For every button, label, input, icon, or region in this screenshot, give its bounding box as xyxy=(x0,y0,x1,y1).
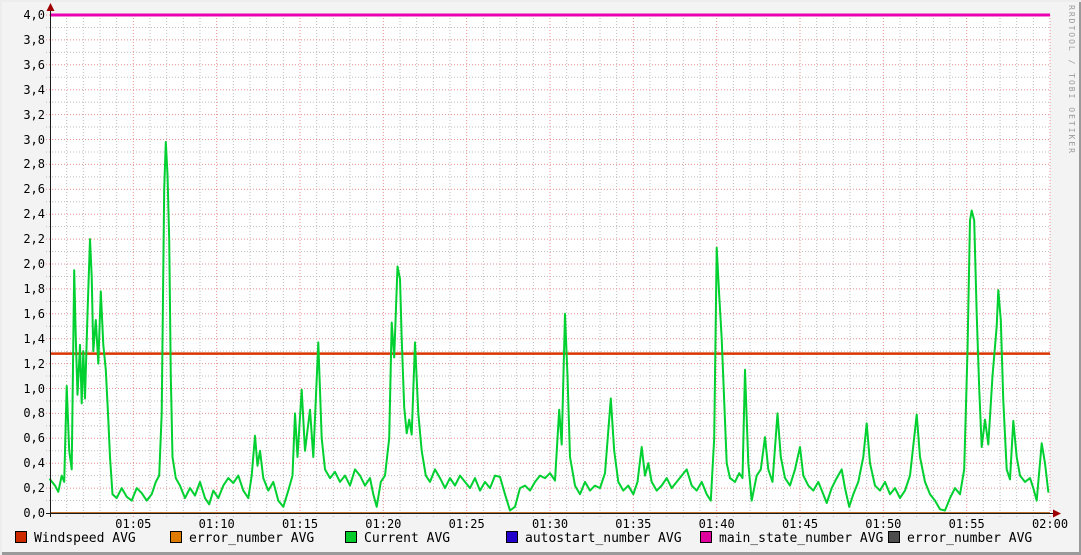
y-axis-label: 0,8 xyxy=(23,406,45,421)
legend-item-windspeed-avg: Windspeed AVG xyxy=(15,531,136,547)
y-axis-label: 3,4 xyxy=(23,82,45,97)
x-axis-label: 01:50 xyxy=(865,517,902,531)
watermark: RRDTOOL / TOBI OETIKER xyxy=(1067,5,1076,155)
legend-item-main-state-number-avg: main_state_number AVG xyxy=(700,531,883,547)
y-axis-label: 3,0 xyxy=(23,132,45,147)
y-axis-label: 0,6 xyxy=(23,431,45,446)
y-axis-label: 2,8 xyxy=(23,157,45,172)
x-axis-label: 01:35 xyxy=(615,517,652,531)
legend-label: error_number AVG xyxy=(189,531,315,546)
y-axis-label: 2,2 xyxy=(23,232,45,247)
y-axis-label: 1,6 xyxy=(23,306,45,321)
legend-item-autostart-number-avg: autostart_number AVG xyxy=(506,531,682,547)
y-axis-label: 2,4 xyxy=(23,207,45,222)
legend-swatch-icon xyxy=(170,531,182,543)
legend-label: autostart_number AVG xyxy=(525,531,682,546)
legend-item-error-number-avg: error_number AVG xyxy=(888,531,1032,547)
y-axis-label: 1,0 xyxy=(23,381,45,396)
y-axis-label: 3,6 xyxy=(23,57,45,72)
y-axis-label: 0,4 xyxy=(23,456,45,471)
x-axis-label: 02:00 xyxy=(1031,517,1069,531)
legend-item-current-avg: Current AVG xyxy=(345,531,450,547)
x-axis-label: 01:40 xyxy=(698,517,735,531)
legend-swatch-icon xyxy=(888,531,900,543)
x-axis-label: 01:05 xyxy=(115,517,152,531)
x-axis-label: 01:55 xyxy=(948,517,985,531)
y-axis-label: 0,2 xyxy=(23,481,45,496)
legend-swatch-icon xyxy=(700,531,712,543)
legend-swatch-icon xyxy=(15,531,27,543)
y-axis-label: 1,8 xyxy=(23,281,45,296)
y-axis-label: 3,8 xyxy=(23,32,45,47)
x-axis-label: 01:30 xyxy=(531,517,569,531)
y-axis-label: 4,0 xyxy=(23,8,45,22)
legend-label: error_number AVG xyxy=(907,531,1033,546)
y-axis-label: 0,0 xyxy=(23,506,45,520)
series-current-avg xyxy=(49,141,1050,512)
legend-label: Windspeed AVG xyxy=(34,531,136,546)
y-axis-label: 2,0 xyxy=(23,257,45,271)
x-axis-label: 01:45 xyxy=(781,517,819,531)
legend-label: main_state_number AVG xyxy=(719,531,884,546)
legend-swatch-icon xyxy=(345,531,357,543)
x-axis-label: 01:25 xyxy=(448,517,485,531)
y-axis-arrow-icon xyxy=(46,3,55,11)
y-axis-label: 2,6 xyxy=(23,182,45,197)
x-axis-label: 01:20 xyxy=(365,517,402,531)
legend-item-error-number-avg: error_number AVG xyxy=(170,531,314,547)
legend-label: Current AVG xyxy=(364,531,451,546)
x-axis-arrow-icon xyxy=(1053,509,1061,518)
y-axis-label: 1,4 xyxy=(23,331,45,346)
y-axis-label: 3,2 xyxy=(23,107,45,122)
legend-swatch-icon xyxy=(506,531,518,543)
x-axis-label: 01:15 xyxy=(281,517,319,531)
x-axis-label: 01:10 xyxy=(198,517,235,531)
y-axis-label: 1,2 xyxy=(23,356,45,371)
